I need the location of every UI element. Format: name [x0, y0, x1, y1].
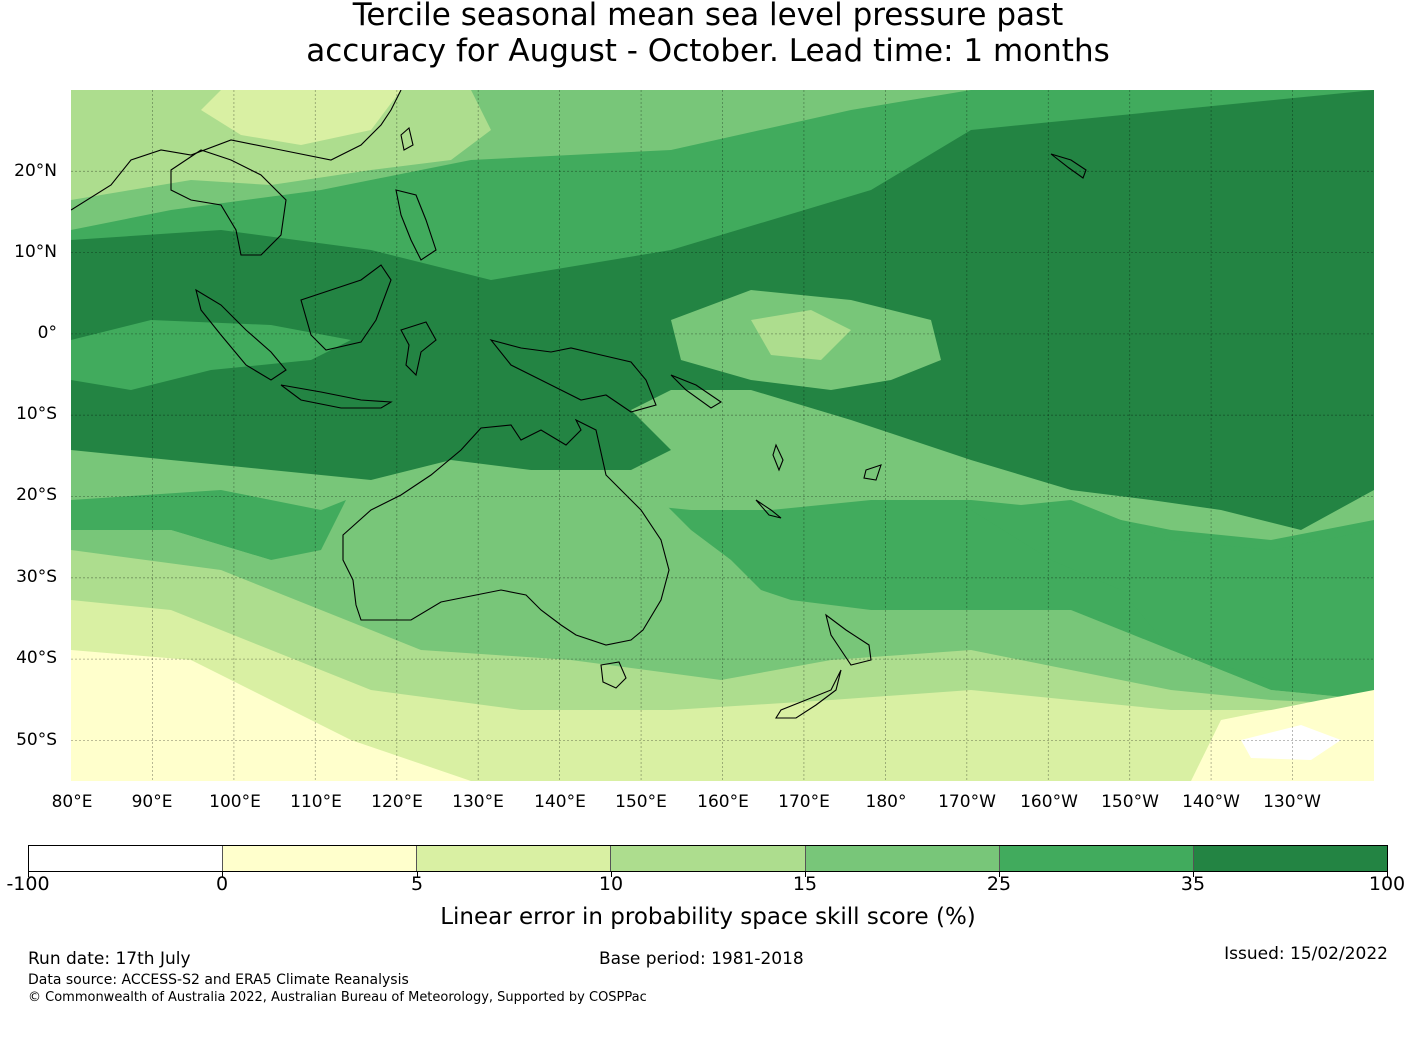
- lon-label-130w: 130°W: [1263, 792, 1321, 812]
- colorbar-segment-7: [1193, 846, 1387, 871]
- lon-label-180: 180°: [865, 792, 907, 812]
- colorbar-segment-1: [29, 846, 224, 871]
- coastline-solomons: [670, 374, 723, 409]
- lon-label-90e: 90°E: [131, 792, 173, 812]
- colorbar-tick-label: 0: [215, 873, 229, 895]
- colorbar-tick-label: 35: [1180, 873, 1206, 895]
- lon-label-100e: 100°E: [209, 792, 261, 812]
- coastline-borneo: [300, 264, 392, 351]
- coastline-australia: [342, 418, 670, 646]
- colorbar-label: Linear error in probability space skill …: [440, 904, 976, 930]
- coastline-hawaii: [1050, 153, 1087, 179]
- skill-zone-negative-patch: [1241, 725, 1341, 760]
- title-line-1: Tercile seasonal mean sea level pressure…: [352, 0, 1064, 33]
- colorbar-segment-3: [417, 846, 612, 871]
- coastline-new-zealand-south: [775, 669, 842, 719]
- lat-label-50s: 50°S: [16, 730, 57, 750]
- skill-zone-equatorial-core: [751, 310, 851, 360]
- colorbar-segment-4: [611, 846, 806, 871]
- coastline-tasmania: [600, 661, 627, 689]
- lat-label-40s: 40°S: [16, 648, 57, 668]
- data-source: Data source: ACCESS-S2 and ERA5 Climate …: [28, 972, 409, 988]
- run-date: Run date: 17th July: [28, 949, 191, 969]
- colorbar-tick-label: -100: [6, 873, 50, 895]
- coastline-java: [280, 384, 393, 409]
- copyright: © Commonwealth of Australia 2022, Austra…: [28, 990, 647, 1005]
- coastline-new-guinea: [489, 339, 657, 413]
- coastline-new-caledonia: [755, 499, 782, 519]
- lon-label-150w: 150°W: [1101, 792, 1159, 812]
- lat-label-30s: 30°S: [16, 567, 57, 587]
- skill-map: [71, 90, 1374, 781]
- lon-label-130e: 130°E: [452, 792, 504, 812]
- coastline-sumatra: [195, 288, 287, 381]
- lon-label-150e: 150°E: [615, 792, 667, 812]
- title-line-2: accuracy for August - October. Lead time…: [306, 33, 1110, 69]
- colorbar-segment-6: [999, 846, 1194, 871]
- lon-label-170e: 170°E: [778, 792, 830, 812]
- coastline-taiwan: [400, 126, 414, 151]
- colorbar-tick-label: 5: [410, 873, 424, 895]
- skill-zone-south-lightest: [71, 650, 471, 781]
- lon-label-170w: 170°W: [938, 792, 996, 812]
- lat-label-0: 0°: [37, 323, 57, 343]
- coastline-mainland-asia: [71, 90, 402, 211]
- lat-label-10n: 10°N: [14, 242, 57, 262]
- colorbar-tick-label: 10: [598, 873, 624, 895]
- lon-label-140e: 140°E: [534, 792, 586, 812]
- issued-date: Issued: 15/02/2022: [1224, 944, 1388, 964]
- lon-label-80e: 80°E: [51, 792, 93, 812]
- colorbar-segment-5: [805, 846, 1000, 871]
- coastline-philippines: [395, 189, 437, 261]
- lon-label-110e: 110°E: [290, 792, 342, 812]
- lon-label-120e: 120°E: [371, 792, 423, 812]
- colorbar-tick-label: 100: [1368, 873, 1406, 895]
- lon-label-160e: 160°E: [697, 792, 749, 812]
- skill-zone-north-lighter: [201, 90, 401, 145]
- skill-zone-south-lighter: [71, 600, 1374, 781]
- lon-label-140w: 140°W: [1182, 792, 1240, 812]
- coastline-fiji: [863, 464, 882, 481]
- lat-label-10s: 10°S: [16, 404, 57, 424]
- lat-label-20n: 20°N: [14, 161, 57, 181]
- coastline-indochina: [170, 149, 287, 256]
- lon-label-160w: 160°W: [1020, 792, 1078, 812]
- colorbar-tick-label: 15: [792, 873, 818, 895]
- colorbar-segment-2: [223, 846, 418, 871]
- coastline-sulawesi: [400, 321, 437, 377]
- skill-zone-southeast-medium: [971, 500, 1374, 680]
- coastline-vanuatu: [772, 443, 784, 472]
- skill-zone-indonesia-tongue: [71, 320, 351, 390]
- colorbar-tick-label: 25: [986, 873, 1012, 895]
- colorbar: [28, 845, 1388, 872]
- lat-label-20s: 20°S: [16, 485, 57, 505]
- base-period: Base period: 1981-2018: [599, 949, 804, 969]
- coastline-new-zealand-north: [825, 613, 872, 666]
